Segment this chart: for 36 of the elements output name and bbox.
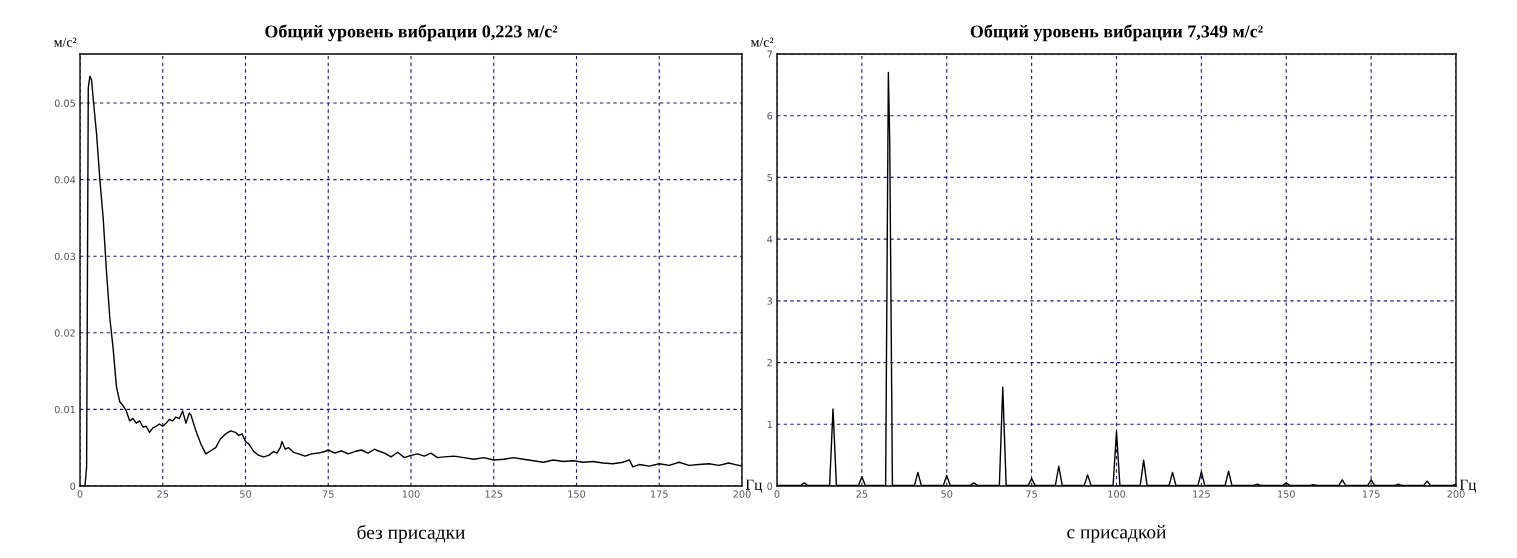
x-tick-label: 0 xyxy=(774,490,780,498)
text: без присадки xyxy=(357,524,465,543)
x-tick-label: 100 xyxy=(402,490,420,498)
x-tick-label: 175 xyxy=(651,490,668,498)
y-tick-label: 3 xyxy=(767,297,773,305)
x-tick-label: 150 xyxy=(568,490,586,498)
chart-title: Общий уровень вибрации 0,223 м/с² xyxy=(265,24,558,42)
y-tick-label: 2 xyxy=(767,359,772,367)
x-tick-label: 100 xyxy=(1108,490,1126,498)
y-tick-label: 1 xyxy=(767,420,772,428)
y-tick-label: 6 xyxy=(767,112,773,120)
y-tick-label: 0.04 xyxy=(54,176,76,184)
y-tick-label: 0.03 xyxy=(54,252,76,261)
y-tick-label: 0 xyxy=(70,482,76,490)
x-tick-label: 150 xyxy=(1278,490,1295,498)
x-tick-label: 0 xyxy=(77,490,83,498)
x-tick-label: 25 xyxy=(157,490,169,498)
x-tick-label: 25 xyxy=(856,490,868,498)
y-tick-label: 0 xyxy=(767,482,773,490)
y-tick-label: 0.02 xyxy=(54,329,75,337)
x-tick-label: 125 xyxy=(485,490,503,498)
y-tick-label: 7 xyxy=(767,50,772,58)
y-tick-label: 5 xyxy=(767,174,772,182)
y-axis-title: м/с² xyxy=(750,37,774,47)
x-tick-label: 50 xyxy=(240,490,252,498)
y-tick-label: 4 xyxy=(767,235,773,243)
chart-title: Общий уровень вибрации 7,349 м/с² xyxy=(970,24,1263,42)
text: с присадкой xyxy=(1067,525,1167,543)
x-tick-label: 50 xyxy=(941,490,953,498)
x-tick-label: 75 xyxy=(1026,490,1037,498)
y-tick-label: 0.05 xyxy=(54,99,75,107)
x-tick-label: 125 xyxy=(1193,490,1210,498)
y-axis-title: м/с² xyxy=(54,37,77,47)
y-tick-label: 0.01 xyxy=(54,405,75,414)
x-tick-label: 75 xyxy=(322,490,334,498)
x-tick-label: 175 xyxy=(1362,490,1380,498)
